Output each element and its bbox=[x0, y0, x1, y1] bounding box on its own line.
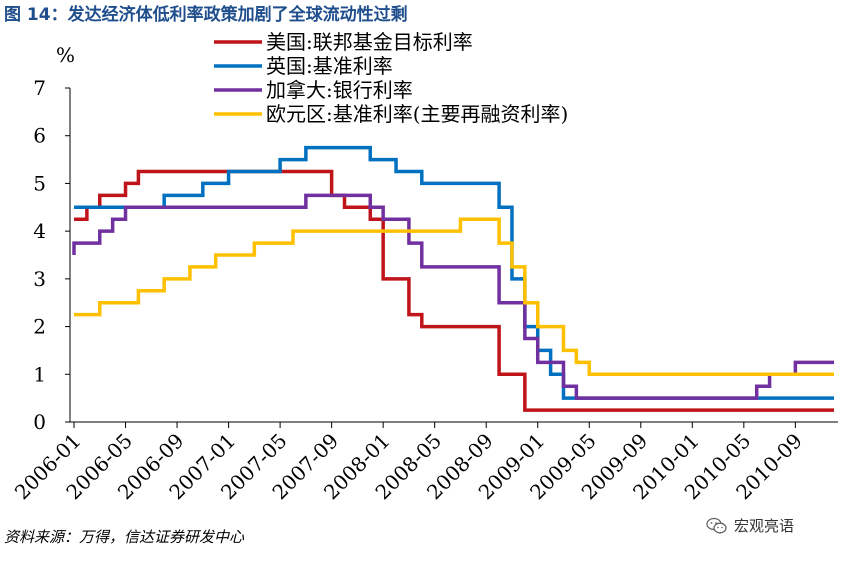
series-line-1 bbox=[74, 169, 834, 412]
series-layer bbox=[72, 145, 834, 412]
y-axis-label: % bbox=[56, 43, 75, 67]
source-note: 资料来源：万得，信达证券研发中心 bbox=[4, 528, 245, 546]
series-line-2 bbox=[74, 145, 834, 400]
y-tick-label: 3 bbox=[33, 267, 46, 291]
wechat-icon bbox=[706, 517, 727, 533]
y-tick-label: 6 bbox=[33, 124, 46, 148]
y-tick-label: 5 bbox=[33, 171, 46, 195]
legend-label-4: 欧元区:基准利率(主要再融资利率) bbox=[266, 102, 568, 126]
y-tick-label: 1 bbox=[33, 362, 46, 386]
y-tick-label: 0 bbox=[33, 410, 46, 434]
series-line-4 bbox=[74, 217, 834, 377]
watermark: 宏观亮语 bbox=[706, 515, 794, 536]
y-tick-label: 4 bbox=[33, 219, 46, 243]
legend-label-1: 美国:联邦基金目标利率 bbox=[266, 30, 473, 54]
watermark-text: 宏观亮语 bbox=[734, 517, 795, 535]
chart-legend: 美国:联邦基金目标利率英国:基准利率加拿大:银行利率欧元区:基准利率(主要再融资… bbox=[214, 30, 568, 126]
y-tick-label: 2 bbox=[33, 315, 46, 339]
series-line-3 bbox=[72, 193, 834, 400]
y-tick-label: 7 bbox=[33, 76, 46, 100]
legend-label-2: 英国:基准利率 bbox=[266, 54, 393, 78]
figure-title: 图 14：发达经济体低利率政策加剧了全球流动性过剩 bbox=[4, 5, 408, 25]
legend-label-3: 加拿大:银行利率 bbox=[266, 78, 413, 102]
